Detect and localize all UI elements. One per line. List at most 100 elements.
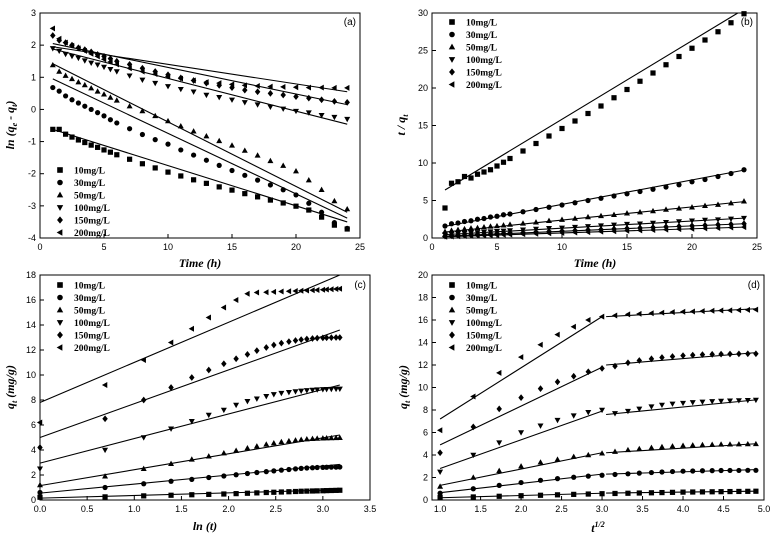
panel-b-legend-label: 10mg/L: [466, 19, 497, 29]
panel-d-point: [752, 440, 759, 447]
panel-a-point: [319, 214, 325, 220]
panel-b-point: [650, 186, 656, 192]
panel-d-point: [585, 473, 591, 479]
panel-b-point: [507, 221, 513, 227]
panel-d-point: [744, 440, 751, 447]
panel-b-y-tick-label: 15: [418, 121, 428, 131]
panel-d-legend-label: 30mg/L: [466, 294, 497, 304]
panel-d-point: [537, 477, 544, 483]
panel-c-legend-marker: [57, 294, 63, 301]
panel-d-point: [599, 472, 605, 478]
panel-a-point: [69, 134, 75, 140]
panel-a-point: [113, 61, 120, 68]
panel-a-legend-marker: [57, 167, 63, 173]
panel-c-point: [320, 488, 326, 494]
panel-d-point: [470, 486, 476, 492]
panel-a-point: [177, 123, 184, 129]
panel-b-point: [637, 221, 643, 227]
panel-d-point: [624, 446, 631, 453]
panel-a-y-title: ln (qe - qt): [3, 101, 19, 150]
panel-d-point: [669, 443, 676, 449]
panel-c-x-tick-label: 3.5: [364, 504, 377, 514]
panel-d-x-tick-label: 3.0: [596, 504, 609, 514]
panel-b-point: [715, 217, 721, 223]
panel-a-point: [114, 152, 120, 158]
panel-d-point: [537, 385, 544, 393]
panel-d-legend-marker: [448, 306, 456, 313]
panel-b-point: [448, 233, 454, 240]
panel-a-point: [62, 39, 68, 46]
panel-a-point: [280, 106, 287, 112]
panel-b-point: [624, 86, 630, 93]
panel-a-point: [56, 126, 62, 132]
panel-a-point: [241, 100, 248, 106]
panel-d-y-tick-label: 12: [418, 360, 428, 370]
panel-a-point: [165, 169, 171, 175]
panel-d-point: [470, 452, 477, 459]
panel-c-point: [323, 286, 329, 293]
panel-a-point: [331, 114, 338, 121]
panel-d-point: [612, 471, 618, 478]
panel-b-y-tick-label: 20: [418, 83, 428, 93]
panel-d-point: [699, 468, 706, 474]
panel-d-point: [709, 489, 715, 495]
panel-b-point: [520, 220, 526, 226]
panel-a-point: [107, 94, 114, 100]
panel-c-point: [101, 382, 108, 388]
panel-d-point: [717, 307, 724, 314]
panel-b-point: [500, 231, 506, 238]
panel-c-point: [167, 339, 174, 346]
panel-c-point: [292, 389, 299, 395]
panel-a-point: [280, 200, 286, 206]
panel-d-point: [736, 488, 742, 495]
panel-d-point: [709, 441, 716, 447]
panel-b-point: [741, 198, 747, 204]
panel-d-point: [470, 494, 476, 500]
panel-b-point: [688, 225, 695, 232]
panel-a-legend-marker: [57, 216, 63, 224]
panel-b-point: [455, 179, 461, 185]
panel-a-point: [318, 84, 324, 91]
panel-a-point: [293, 192, 299, 198]
panel-b-x-tick-label: 5: [494, 242, 499, 252]
panel-b-point: [461, 173, 468, 180]
panel-a-legend-marker: [56, 205, 64, 211]
panel-c-point: [323, 387, 330, 393]
panel-b-point: [689, 45, 695, 51]
panel-c-point: [37, 466, 43, 472]
panel-a-point: [267, 197, 273, 203]
panel-a-point: [88, 85, 95, 91]
panel-d-point: [753, 350, 759, 358]
panel-c-point: [244, 350, 251, 358]
panel-c-point: [221, 360, 227, 368]
panel-c-point: [168, 384, 174, 391]
panel-c-fit-line: [39, 384, 340, 464]
panel-c-point: [37, 481, 43, 488]
panel-b-x-tick-label: 25: [752, 242, 762, 252]
panel-a-point: [305, 177, 312, 183]
panel-b-point: [598, 212, 604, 219]
panel-a-point: [306, 94, 312, 102]
panel-d-point: [679, 308, 686, 315]
panel-c-point: [278, 467, 284, 473]
panel-d-point: [496, 493, 502, 499]
panel-c-point: [168, 478, 174, 484]
panel-b-point: [676, 53, 682, 60]
panel-d-ticks: 1.0 1.5 2.0 2.5 3.0 3.5 4.0 4.5 5.0 0 2 4 6 8 10 12 14 16…: [418, 270, 770, 514]
panel-c-point: [263, 469, 269, 475]
panel-a-point: [165, 141, 171, 147]
panel-c-legend-marker: [56, 320, 64, 326]
panel-c-point: [286, 489, 292, 495]
panel-b-point: [637, 209, 643, 215]
panel-b-point: [598, 103, 604, 109]
panel-a-point: [139, 107, 146, 114]
panel-b-point: [572, 200, 578, 206]
panel-c-point: [328, 334, 335, 342]
panel-d-point: [680, 442, 687, 448]
panel-b-legend-label: 100mg/L: [466, 56, 502, 66]
panel-c-y-tick-label: 14: [26, 320, 36, 330]
panel-b-point: [663, 62, 669, 68]
panel-d-point: [744, 398, 751, 404]
panel-a-point: [203, 79, 209, 86]
panel-b-point: [702, 37, 708, 43]
